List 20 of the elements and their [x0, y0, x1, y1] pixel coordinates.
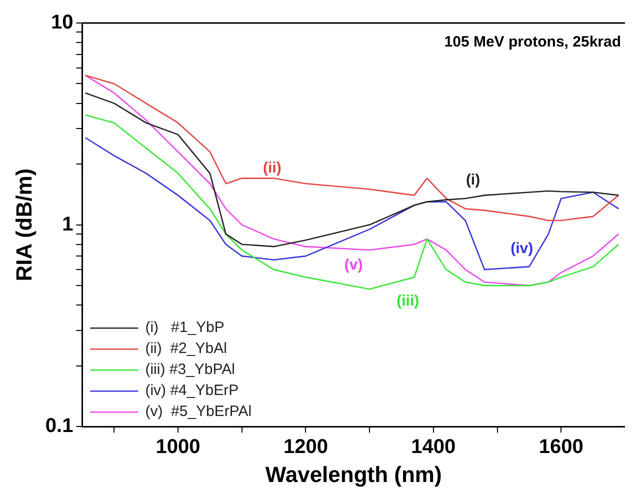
legend-label: (i) #1_YbP: [145, 319, 224, 336]
x-tick-label: 1000: [156, 436, 200, 458]
legend-label: (ii) #2_YbAl: [145, 340, 227, 358]
y-tick-label: 0.1: [45, 415, 74, 438]
x-tick-label: 1200: [283, 436, 328, 458]
x-tick-label: 1400: [411, 436, 456, 458]
annotation: (iv): [510, 240, 534, 258]
y-axis-title: RIA (dB/m): [11, 168, 36, 282]
annotation: (v): [344, 256, 363, 274]
annotation: (iii): [396, 292, 420, 310]
legend-label: (iv) #4_YbErP: [145, 382, 239, 400]
y-tick-label: 1: [62, 213, 74, 236]
annotation: (i): [466, 172, 480, 189]
legend-label: (v) #5_YbErPAl: [145, 403, 252, 420]
y-tick-label: 10: [50, 12, 74, 34]
x-axis-title: Wavelength (nm): [265, 462, 442, 487]
annotation: (ii): [263, 159, 282, 176]
legend-label: (iii) #3_YbPAl: [145, 361, 235, 378]
x-tick-label: 1600: [538, 436, 584, 458]
annotation: 105 MeV protons, 25krad: [444, 34, 621, 51]
